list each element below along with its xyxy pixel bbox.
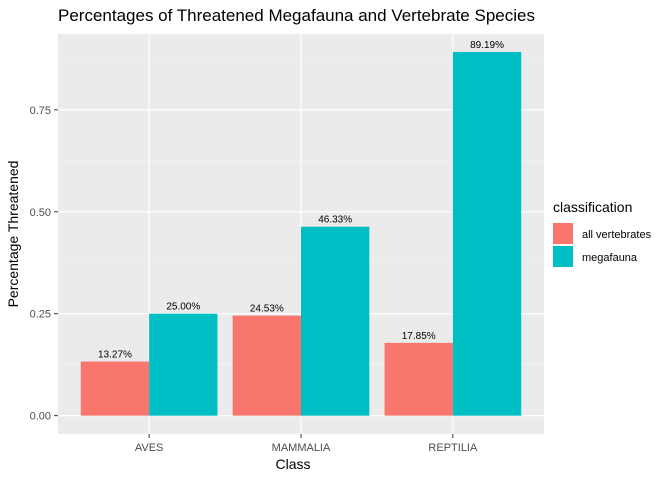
y-tick-label-3: 0.75 (30, 105, 51, 117)
x-tick-label-aves: AVES (135, 442, 164, 454)
bars (80, 51, 522, 416)
axes: 0.00 0.25 0.50 0.75 AVES MAMMALIA REPTILIA (30, 105, 478, 454)
data-label-reptilia-all-vertebrates: 17.85% (402, 331, 436, 342)
y-tick-label-0: 0.00 (30, 411, 51, 423)
legend-label-all-vertebrates: all vertebrates (582, 229, 652, 241)
legend: classification all vertebrates megafauna (553, 199, 652, 267)
legend-label-megafauna: megafauna (582, 252, 638, 264)
bar-mammalia-all-vertebrates (232, 315, 301, 416)
x-tick-label-reptilia: REPTILIA (428, 442, 478, 454)
x-tick-label-mammalia: MAMMALIA (272, 442, 331, 454)
bar-aves-megafauna (149, 313, 218, 416)
bar-aves-all-vertebrates (80, 361, 150, 416)
legend-swatch-all-vertebrates (553, 223, 573, 244)
legend-swatch-megafauna (553, 246, 573, 267)
bar-reptilia-all-vertebrates (384, 342, 453, 416)
y-tick-label-1: 0.25 (30, 309, 51, 321)
x-axis-title: Class (275, 456, 310, 472)
data-label-aves-all-vertebrates: 13.27% (98, 350, 132, 361)
data-label-mammalia-megafauna: 46.33% (318, 215, 352, 226)
chart-title: Percentages of Threatened Megafauna and … (58, 6, 535, 25)
data-labels: 13.27% 24.53% 17.85% 25.00% 46.33% 89.19% (98, 40, 504, 361)
y-axis-title: Percentage Threatened (5, 161, 21, 308)
legend-title: classification (553, 199, 632, 215)
y-tick-label-2: 0.50 (30, 207, 51, 219)
bar-mammalia-megafauna (301, 226, 370, 416)
data-label-reptilia-megafauna: 89.19% (470, 40, 504, 51)
bar-reptilia-megafauna (452, 51, 522, 416)
data-label-mammalia-all-vertebrates: 24.53% (250, 304, 284, 315)
data-label-aves-megafauna: 25.00% (166, 302, 200, 313)
